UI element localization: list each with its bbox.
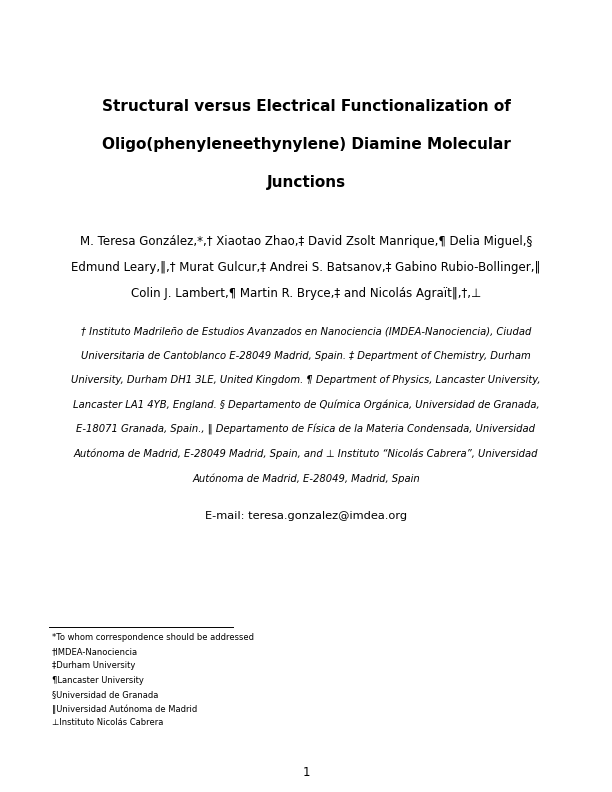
Text: E-mail: teresa.gonzalez@imdea.org: E-mail: teresa.gonzalez@imdea.org (205, 512, 407, 521)
Text: §Universidad de Granada: §Universidad de Granada (52, 690, 159, 699)
Text: ‖Universidad Autónoma de Madrid: ‖Universidad Autónoma de Madrid (52, 704, 197, 714)
Text: ¶Lancaster University: ¶Lancaster University (52, 676, 144, 684)
Text: University, Durham DH1 3LE, United Kingdom. ¶ Department of Physics, Lancaster U: University, Durham DH1 3LE, United Kingd… (71, 375, 541, 385)
Text: ⊥Instituto Nicolás Cabrera: ⊥Instituto Nicolás Cabrera (52, 718, 163, 727)
Text: Structural versus Electrical Functionalization of: Structural versus Electrical Functionali… (102, 100, 510, 114)
Text: Universitaria de Cantoblanco E-28049 Madrid, Spain. ‡ Department of Chemistry, D: Universitaria de Cantoblanco E-28049 Mad… (81, 351, 531, 360)
Text: Autónoma de Madrid, E-28049 Madrid, Spain, and ⊥ Instituto “Nicolás Cabrera”, Un: Autónoma de Madrid, E-28049 Madrid, Spai… (74, 448, 538, 459)
Text: E-18071 Granada, Spain., ‖ Departamento de Física de la Materia Condensada, Univ: E-18071 Granada, Spain., ‖ Departamento … (76, 424, 536, 435)
Text: † Instituto Madrileño de Estudios Avanzados en Nanociencia (IMDEA-Nanociencia), : † Instituto Madrileño de Estudios Avanza… (81, 326, 531, 336)
Text: †IMDEA-Nanociencia: †IMDEA-Nanociencia (52, 647, 138, 656)
Text: Junctions: Junctions (266, 176, 346, 190)
Text: Edmund Leary,‖,† Murat Gulcur,‡ Andrei S. Batsanov,‡ Gabino Rubio-Bollinger,‖: Edmund Leary,‖,† Murat Gulcur,‡ Andrei S… (72, 261, 540, 274)
Text: ‡Durham University: ‡Durham University (52, 661, 135, 670)
Text: Oligo(phenyleneethynylene) Diamine Molecular: Oligo(phenyleneethynylene) Diamine Molec… (102, 138, 510, 152)
Text: Autónoma de Madrid, E-28049, Madrid, Spain: Autónoma de Madrid, E-28049, Madrid, Spa… (192, 473, 420, 484)
Text: M. Teresa González,*,† Xiaotao Zhao,‡ David Zsolt Manrique,¶ Delia Miguel,§: M. Teresa González,*,† Xiaotao Zhao,‡ Da… (80, 235, 532, 248)
Text: Colin J. Lambert,¶ Martin R. Bryce,‡ and Nicolás Agraït‖,†,⊥: Colin J. Lambert,¶ Martin R. Bryce,‡ and… (131, 287, 481, 300)
Text: *To whom correspondence should be addressed: *To whom correspondence should be addres… (52, 633, 254, 642)
Text: Lancaster LA1 4YB, England. § Departamento de Química Orgánica, Universidad de G: Lancaster LA1 4YB, England. § Departamen… (73, 399, 539, 410)
Text: 1: 1 (302, 766, 310, 779)
